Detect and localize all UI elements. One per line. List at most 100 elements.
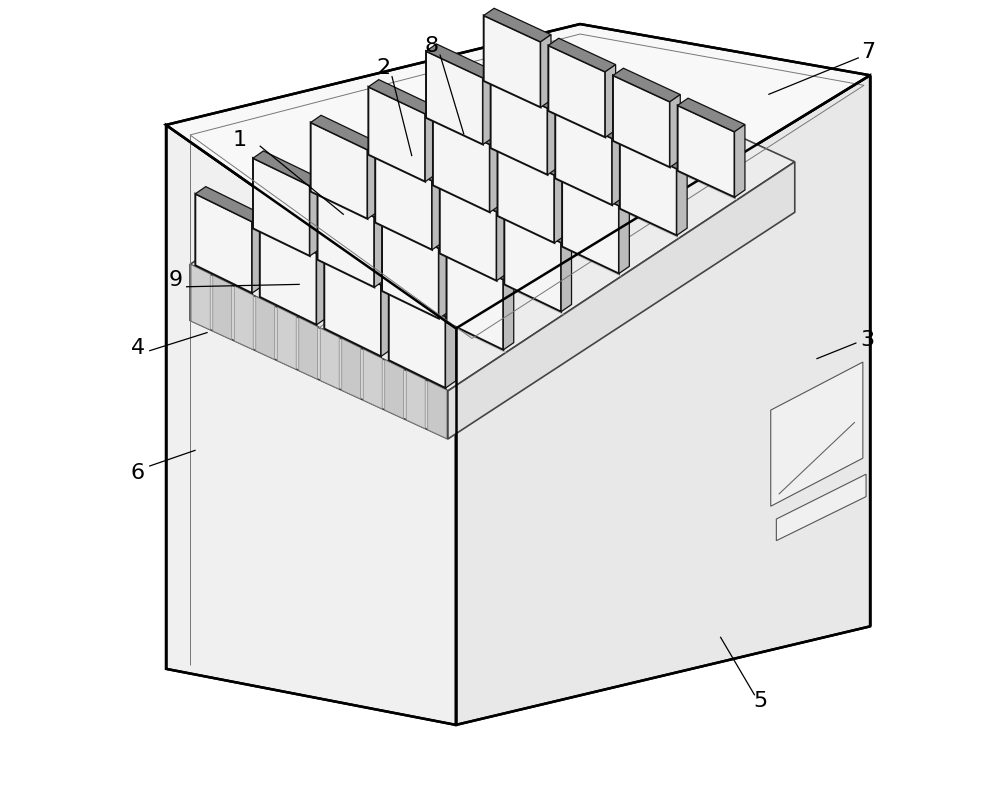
Polygon shape bbox=[439, 241, 449, 319]
Polygon shape bbox=[555, 105, 623, 139]
Polygon shape bbox=[498, 141, 565, 175]
Polygon shape bbox=[382, 221, 439, 319]
Polygon shape bbox=[428, 381, 447, 438]
Polygon shape bbox=[548, 46, 605, 137]
Polygon shape bbox=[497, 204, 507, 280]
Polygon shape bbox=[363, 349, 382, 409]
Polygon shape bbox=[678, 99, 745, 131]
Text: 7: 7 bbox=[861, 42, 876, 62]
Polygon shape bbox=[190, 264, 448, 439]
Polygon shape bbox=[311, 123, 367, 219]
Polygon shape bbox=[447, 245, 514, 280]
Polygon shape bbox=[324, 250, 391, 285]
Polygon shape bbox=[498, 148, 554, 243]
Polygon shape bbox=[433, 111, 500, 144]
Polygon shape bbox=[317, 246, 327, 324]
Text: 9: 9 bbox=[169, 271, 183, 290]
Polygon shape bbox=[166, 24, 870, 328]
Polygon shape bbox=[234, 286, 253, 349]
Polygon shape bbox=[311, 115, 378, 150]
Polygon shape bbox=[555, 112, 612, 205]
Polygon shape bbox=[385, 360, 404, 419]
Polygon shape bbox=[548, 38, 616, 72]
Polygon shape bbox=[191, 265, 210, 330]
Polygon shape bbox=[277, 307, 296, 369]
Polygon shape bbox=[620, 142, 677, 235]
Polygon shape bbox=[484, 8, 551, 42]
Polygon shape bbox=[213, 276, 232, 340]
Polygon shape bbox=[382, 214, 449, 248]
Text: 5: 5 bbox=[753, 691, 767, 710]
Polygon shape bbox=[447, 252, 503, 350]
Polygon shape bbox=[426, 44, 493, 78]
Text: 6: 6 bbox=[131, 463, 145, 482]
Polygon shape bbox=[456, 75, 870, 725]
Polygon shape bbox=[491, 82, 547, 175]
Polygon shape bbox=[342, 339, 361, 399]
Polygon shape bbox=[426, 51, 483, 144]
Polygon shape bbox=[425, 107, 436, 182]
Polygon shape bbox=[440, 184, 497, 280]
Polygon shape bbox=[381, 278, 391, 356]
Polygon shape bbox=[446, 309, 456, 388]
Polygon shape bbox=[484, 15, 541, 107]
Polygon shape bbox=[613, 68, 680, 102]
Polygon shape bbox=[554, 168, 565, 243]
Text: 1: 1 bbox=[233, 131, 247, 150]
Polygon shape bbox=[561, 235, 572, 312]
Polygon shape bbox=[670, 95, 680, 167]
Polygon shape bbox=[375, 147, 442, 181]
Polygon shape bbox=[483, 70, 493, 144]
Polygon shape bbox=[260, 218, 327, 253]
Polygon shape bbox=[253, 151, 320, 186]
Polygon shape bbox=[190, 43, 795, 391]
Polygon shape bbox=[678, 106, 735, 197]
Text: 4: 4 bbox=[131, 339, 145, 358]
Polygon shape bbox=[620, 135, 687, 169]
Polygon shape bbox=[619, 199, 629, 274]
Polygon shape bbox=[613, 75, 670, 167]
Polygon shape bbox=[195, 194, 252, 293]
Polygon shape bbox=[433, 118, 490, 212]
Polygon shape bbox=[368, 87, 425, 182]
Polygon shape bbox=[260, 225, 317, 324]
Polygon shape bbox=[562, 171, 629, 206]
Polygon shape bbox=[367, 143, 378, 219]
Polygon shape bbox=[547, 101, 558, 175]
Text: 3: 3 bbox=[860, 331, 874, 350]
Polygon shape bbox=[541, 34, 551, 107]
Polygon shape bbox=[299, 318, 318, 379]
Polygon shape bbox=[440, 177, 507, 211]
Polygon shape bbox=[195, 187, 262, 222]
Text: 8: 8 bbox=[425, 37, 439, 56]
Polygon shape bbox=[771, 362, 863, 506]
Polygon shape bbox=[389, 281, 456, 316]
Polygon shape bbox=[491, 74, 558, 108]
Polygon shape bbox=[406, 370, 425, 429]
Polygon shape bbox=[320, 328, 339, 389]
Polygon shape bbox=[324, 257, 381, 356]
Polygon shape bbox=[504, 215, 561, 312]
Polygon shape bbox=[605, 65, 616, 137]
Polygon shape bbox=[375, 154, 432, 250]
Polygon shape bbox=[252, 215, 262, 293]
Polygon shape bbox=[490, 137, 500, 212]
Polygon shape bbox=[562, 179, 619, 274]
Polygon shape bbox=[253, 158, 310, 256]
Polygon shape bbox=[503, 272, 514, 350]
Polygon shape bbox=[256, 296, 275, 360]
Polygon shape bbox=[776, 474, 866, 541]
Polygon shape bbox=[368, 79, 436, 114]
Polygon shape bbox=[504, 208, 572, 243]
Polygon shape bbox=[448, 162, 795, 439]
Polygon shape bbox=[677, 162, 687, 235]
Text: 2: 2 bbox=[377, 58, 391, 78]
Polygon shape bbox=[318, 183, 385, 217]
Polygon shape bbox=[166, 125, 456, 725]
Polygon shape bbox=[374, 210, 385, 288]
Polygon shape bbox=[389, 288, 446, 388]
Polygon shape bbox=[318, 190, 374, 288]
Polygon shape bbox=[735, 124, 745, 197]
Polygon shape bbox=[310, 179, 320, 256]
Polygon shape bbox=[612, 131, 623, 205]
